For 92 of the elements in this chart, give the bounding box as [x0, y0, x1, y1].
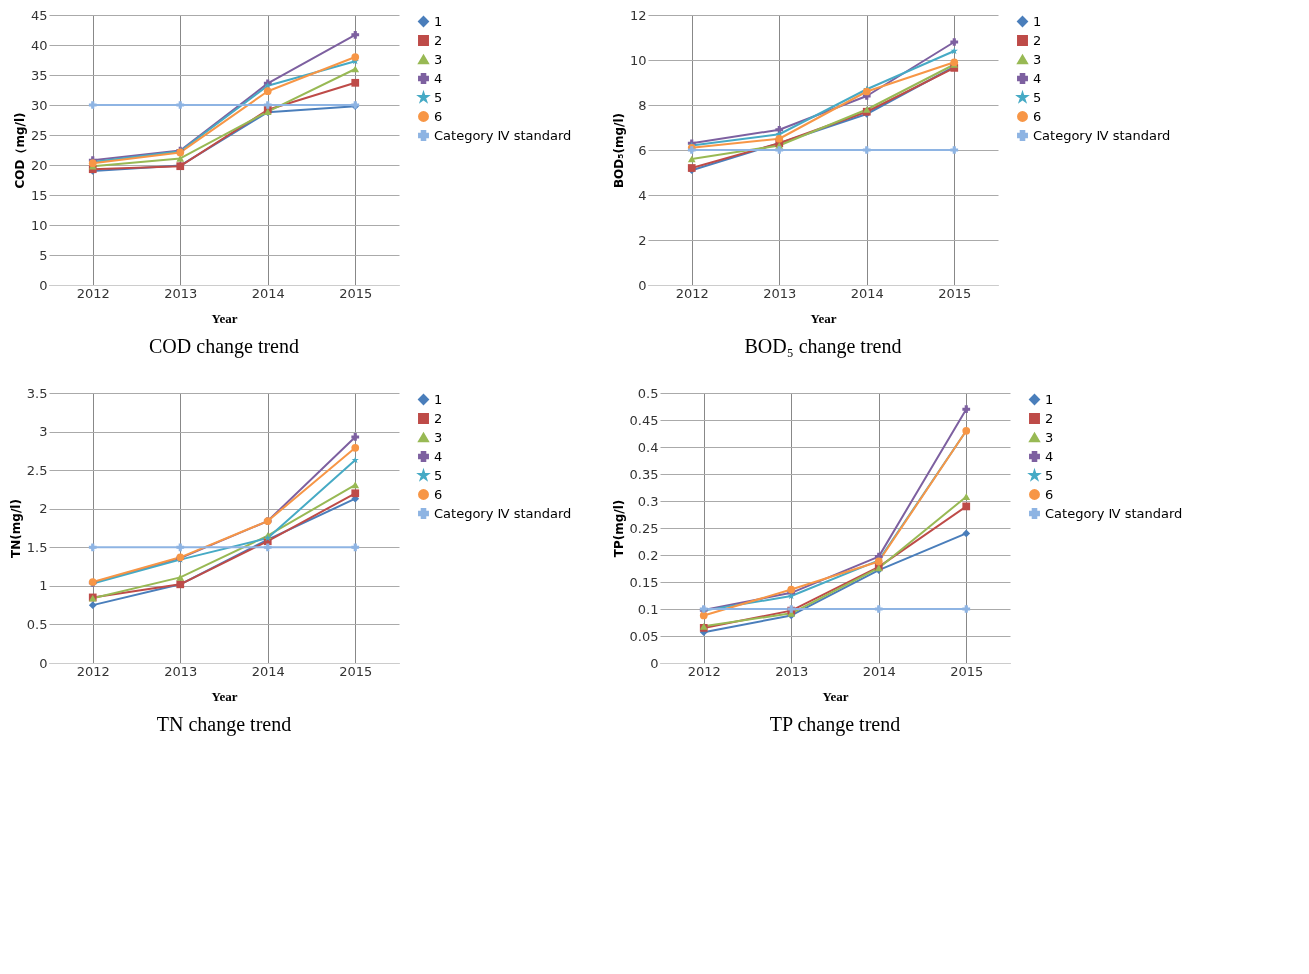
- legend-label: 1: [434, 391, 443, 407]
- legend-label: 1: [1045, 391, 1054, 407]
- y-tick-label: 2.5: [26, 462, 48, 478]
- x-tick-label: 2013: [775, 663, 809, 679]
- x-tick-label: 2014: [850, 285, 884, 301]
- y-tick-label: 5: [39, 247, 48, 263]
- legend-label: 1: [1033, 13, 1042, 29]
- y-tick-label: 1.5: [26, 539, 48, 555]
- y-tick-label: 0.15: [629, 574, 659, 590]
- legend-label: 6: [1033, 108, 1042, 124]
- x-tick-label: 2014: [251, 663, 285, 679]
- legend-label: 5: [1033, 89, 1042, 105]
- y-tick-label: 8: [638, 97, 647, 113]
- y-tick-label: 4: [638, 187, 647, 203]
- legend-label: 3: [434, 51, 443, 67]
- y-tick-label: 0.4: [637, 439, 659, 455]
- legend-label: Category Ⅳ standard: [434, 127, 572, 143]
- y-tick-label: 45: [30, 7, 48, 23]
- legend-label: Category Ⅳ standard: [1045, 505, 1183, 521]
- y-tick-label: 0.2: [637, 547, 659, 563]
- y-axis-title: BOD₅(mg/l): [611, 112, 626, 189]
- x-tick-label: 2012: [687, 663, 721, 679]
- legend-label: 4: [1045, 448, 1054, 464]
- legend-label: 4: [434, 70, 443, 86]
- x-axis-title: Year: [822, 688, 849, 704]
- y-tick-label: 6: [638, 142, 647, 158]
- x-axis-title: Year: [810, 310, 837, 326]
- x-tick-label: 2013: [763, 285, 797, 301]
- x-tick-label: 2012: [76, 285, 110, 301]
- y-axis-title: COD（mg/l): [12, 112, 27, 189]
- x-tick-label: 2013: [164, 285, 198, 301]
- legend-label: 3: [434, 429, 443, 445]
- y-tick-label: 0: [650, 655, 659, 671]
- y-tick-label: 0.3: [637, 493, 659, 509]
- x-tick-label: 2015: [339, 663, 373, 679]
- legend-label: 4: [434, 448, 443, 464]
- x-tick-label: 2014: [251, 285, 285, 301]
- y-tick-label: 0.1: [637, 601, 659, 617]
- x-tick-label: 2012: [76, 663, 110, 679]
- text: BOD₅ change trend: [744, 335, 902, 358]
- y-tick-label: 0.25: [629, 520, 659, 536]
- x-axis-title: Year: [211, 688, 238, 704]
- legend-label: 6: [434, 108, 443, 124]
- y-tick-label: 15: [30, 187, 48, 203]
- y-tick-label: 40: [30, 37, 48, 53]
- legend-label: Category Ⅳ standard: [1033, 127, 1171, 143]
- y-tick-label: 0.5: [26, 616, 48, 632]
- legend-label: 2: [434, 410, 443, 426]
- legend-label: 6: [1045, 486, 1054, 502]
- y-tick-label: 0: [39, 277, 48, 293]
- legend-label: 2: [434, 32, 443, 48]
- y-tick-label: 10: [629, 52, 647, 68]
- y-tick-label: 10: [30, 217, 48, 233]
- legend-label: 2: [1033, 32, 1042, 48]
- y-tick-label: 0: [39, 655, 48, 671]
- y-tick-label: 2: [39, 501, 48, 517]
- legend-label: 3: [1045, 429, 1054, 445]
- x-tick-label: 2015: [938, 285, 972, 301]
- legend-label: 6: [434, 486, 443, 502]
- y-tick-label: 0.35: [629, 466, 659, 482]
- x-tick-label: 2013: [164, 663, 198, 679]
- legend-label: 4: [1033, 70, 1042, 86]
- text: TP change trend: [769, 713, 901, 736]
- y-tick-label: 0.45: [629, 412, 659, 428]
- legend-label: 1: [434, 13, 443, 29]
- legend-label: 5: [434, 89, 443, 105]
- x-axis-title: Year: [211, 310, 238, 326]
- y-tick-label: 0.05: [629, 628, 659, 644]
- y-tick-label: 0.5: [637, 385, 659, 401]
- y-tick-label: 20: [30, 157, 48, 173]
- x-tick-label: 2014: [862, 663, 896, 679]
- x-tick-label: 2015: [950, 663, 984, 679]
- legend-label: 5: [434, 467, 443, 483]
- y-tick-label: 12: [629, 7, 647, 23]
- y-tick-label: 0: [638, 277, 647, 293]
- y-tick-label: 3: [39, 424, 48, 440]
- y-tick-label: 35: [30, 67, 48, 83]
- y-tick-label: 3.5: [26, 385, 48, 401]
- y-axis-title: TN(mg/l): [8, 499, 23, 558]
- legend-label: 2: [1045, 410, 1054, 426]
- y-tick-label: 30: [30, 97, 48, 113]
- x-tick-label: 2012: [675, 285, 709, 301]
- text: TN change trend: [156, 713, 292, 736]
- legend-label: Category Ⅳ standard: [434, 505, 572, 521]
- text: COD change trend: [149, 335, 299, 358]
- legend-label: 5: [1045, 467, 1054, 483]
- legend-label: 3: [1033, 51, 1042, 67]
- y-tick-label: 25: [30, 127, 48, 143]
- y-axis-title: TP(mg/l): [611, 499, 626, 558]
- y-tick-label: 1: [39, 578, 48, 594]
- x-tick-label: 2015: [339, 285, 373, 301]
- y-tick-label: 2: [638, 232, 647, 248]
